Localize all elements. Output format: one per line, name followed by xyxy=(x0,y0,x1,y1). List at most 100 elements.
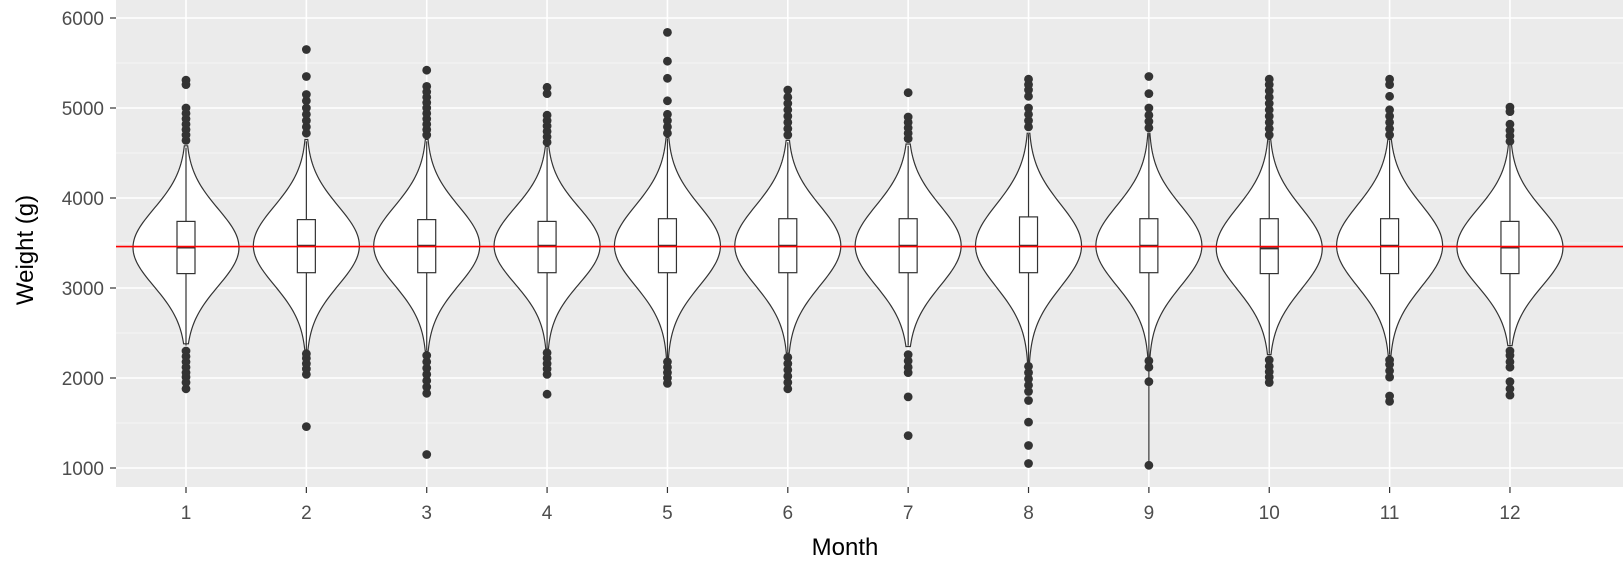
outlier-point xyxy=(1024,74,1033,84)
y-tick-label: 2000 xyxy=(62,369,104,390)
outlier-point xyxy=(663,96,672,106)
outlier-point xyxy=(181,346,191,356)
outlier-point xyxy=(903,112,913,122)
outlier-point xyxy=(301,422,311,431)
outlier-point xyxy=(1024,380,1033,390)
outlier-point xyxy=(542,89,552,98)
outlier-point xyxy=(1505,357,1515,367)
outlier-point xyxy=(422,363,432,373)
outlier-point xyxy=(1264,118,1274,127)
outlier-point xyxy=(301,109,311,119)
outlier-point xyxy=(1024,103,1033,113)
x-tick-label: 11 xyxy=(1380,503,1400,524)
outlier-point xyxy=(422,65,432,75)
outlier-point xyxy=(1385,91,1394,101)
outlier-point xyxy=(663,357,672,367)
outlier-point xyxy=(301,122,311,132)
outlier-point xyxy=(301,103,311,113)
outlier-point xyxy=(1385,124,1394,134)
outlier-point xyxy=(903,88,913,98)
outlier-point xyxy=(903,362,913,372)
y-axis: 1000 2000 3000 4000 5000 6000 xyxy=(62,9,116,480)
outlier-point xyxy=(1264,355,1274,365)
outlier-point xyxy=(1385,366,1394,376)
outlier-point xyxy=(903,431,913,440)
outlier-point xyxy=(1144,123,1154,133)
x-tick-label: 2 xyxy=(301,503,312,524)
outlier-point xyxy=(783,111,793,121)
outlier-point xyxy=(422,357,432,367)
outlier-point xyxy=(1144,460,1154,470)
y-tick-label: 4000 xyxy=(62,189,104,210)
outlier-point xyxy=(1144,89,1154,98)
outlier-point xyxy=(783,124,793,134)
y-tick-label: 1000 xyxy=(62,459,104,480)
outlier-point xyxy=(181,103,191,113)
outlier-point xyxy=(1264,99,1274,108)
outlier-point xyxy=(422,370,432,379)
outlier-point xyxy=(1385,372,1394,382)
x-tick-label: 7 xyxy=(903,503,914,524)
outlier-point xyxy=(1144,117,1154,126)
outlier-point xyxy=(783,384,793,394)
outlier-point xyxy=(1024,368,1033,377)
outlier-point xyxy=(783,359,793,368)
outlier-point xyxy=(1144,362,1154,372)
outlier-point xyxy=(1024,441,1033,450)
outlier-point xyxy=(783,130,793,140)
y-axis-title: Weight (g) xyxy=(12,195,39,305)
outlier-point xyxy=(301,349,311,359)
outlier-point xyxy=(783,85,793,95)
outlier-point xyxy=(1264,86,1274,96)
outlier-point xyxy=(783,365,793,375)
outlier-point xyxy=(422,388,432,398)
outlier-point xyxy=(1385,355,1394,365)
outlier-point xyxy=(1024,417,1033,427)
outlier-point xyxy=(783,371,793,381)
outlier-point xyxy=(181,384,191,394)
outlier-point xyxy=(301,45,311,54)
y-tick-label: 6000 xyxy=(62,9,104,30)
outlier-point xyxy=(301,96,311,106)
x-tick-label: 1 xyxy=(181,503,192,524)
outlier-point xyxy=(542,82,552,92)
outlier-point xyxy=(181,75,191,85)
outlier-point xyxy=(663,116,672,125)
outlier-point xyxy=(1264,92,1274,102)
x-tick-label: 9 xyxy=(1144,503,1155,524)
outlier-point xyxy=(1264,105,1274,115)
outlier-point xyxy=(1505,126,1515,135)
outlier-point xyxy=(422,351,432,360)
outlier-point xyxy=(1024,387,1033,396)
outlier-point xyxy=(1264,361,1274,371)
outlier-point xyxy=(301,90,311,99)
outlier-point xyxy=(1144,110,1154,120)
x-axis: 1 2 3 4 5 6 7 8 9 10 11 12 xyxy=(181,487,1521,524)
outlier-point xyxy=(783,99,793,108)
outlier-point xyxy=(783,118,793,127)
outlier-point xyxy=(1385,391,1394,401)
outlier-point xyxy=(903,356,913,366)
outlier-point xyxy=(1024,361,1033,371)
outlier-point xyxy=(1264,111,1274,121)
outlier-point xyxy=(1024,459,1033,468)
outlier-point xyxy=(1024,396,1033,405)
outlier-point xyxy=(422,382,432,392)
x-tick-label: 12 xyxy=(1499,503,1520,524)
outlier-point xyxy=(1144,377,1154,386)
outlier-point xyxy=(1264,130,1274,140)
outlier-point xyxy=(1505,384,1515,394)
outlier-point xyxy=(783,352,793,362)
outlier-point xyxy=(422,376,432,386)
outlier-point xyxy=(1505,119,1515,129)
outlier-point xyxy=(1385,105,1394,115)
outlier-point xyxy=(1144,356,1154,366)
outlier-point xyxy=(301,72,311,81)
outlier-point xyxy=(783,105,793,115)
outlier-point xyxy=(1385,118,1394,127)
outlier-point xyxy=(1144,72,1154,81)
outlier-point xyxy=(663,73,672,83)
outlier-point xyxy=(1024,374,1033,384)
outlier-point xyxy=(1505,102,1515,112)
outlier-point xyxy=(301,116,311,125)
